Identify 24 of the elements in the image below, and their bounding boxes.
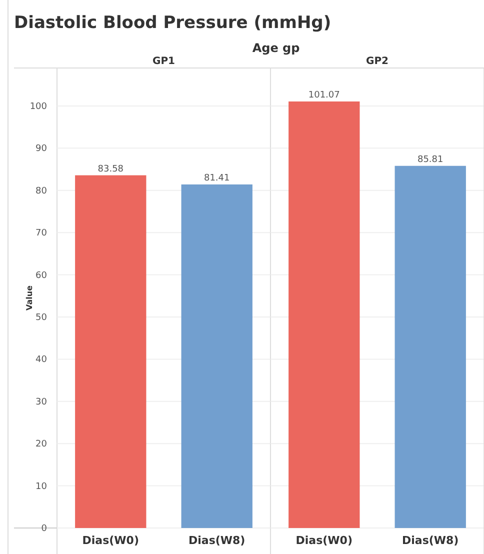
y-tick-label: 80	[36, 186, 48, 196]
data-label: 83.58	[98, 164, 124, 174]
y-tick-label: 60	[36, 270, 48, 281]
y-tick-label: 20	[36, 440, 48, 450]
y-tick-label: 40	[36, 355, 48, 366]
x-tick-label: Dias(W8)	[188, 534, 246, 547]
y-tick-label: 100	[30, 102, 48, 112]
x-tick-label: Dias(W0)	[296, 534, 352, 547]
data-label: 101.07	[308, 90, 340, 100]
chart-title: Diastolic Blood Pressure (mmHg)	[14, 13, 332, 33]
x-tick-label: Dias(W0)	[82, 534, 139, 547]
data-label: 85.81	[417, 154, 444, 165]
y-tick-label: 0	[41, 524, 48, 534]
y-tick-label: 30	[36, 397, 48, 408]
y-tick-label: 90	[36, 144, 48, 154]
chart-subtitle: GP2	[366, 56, 389, 67]
data-label: 81.41	[204, 173, 230, 184]
chart-subtitle: GP1	[152, 56, 176, 67]
y-tick-label: 10	[36, 482, 48, 492]
x-tick-label: Dias(W8)	[402, 534, 459, 547]
y-tick-label: 50	[36, 312, 48, 323]
y-tick-label: 70	[36, 228, 48, 239]
y-axis-title: Value	[25, 284, 34, 311]
text: Age gp	[252, 41, 300, 55]
